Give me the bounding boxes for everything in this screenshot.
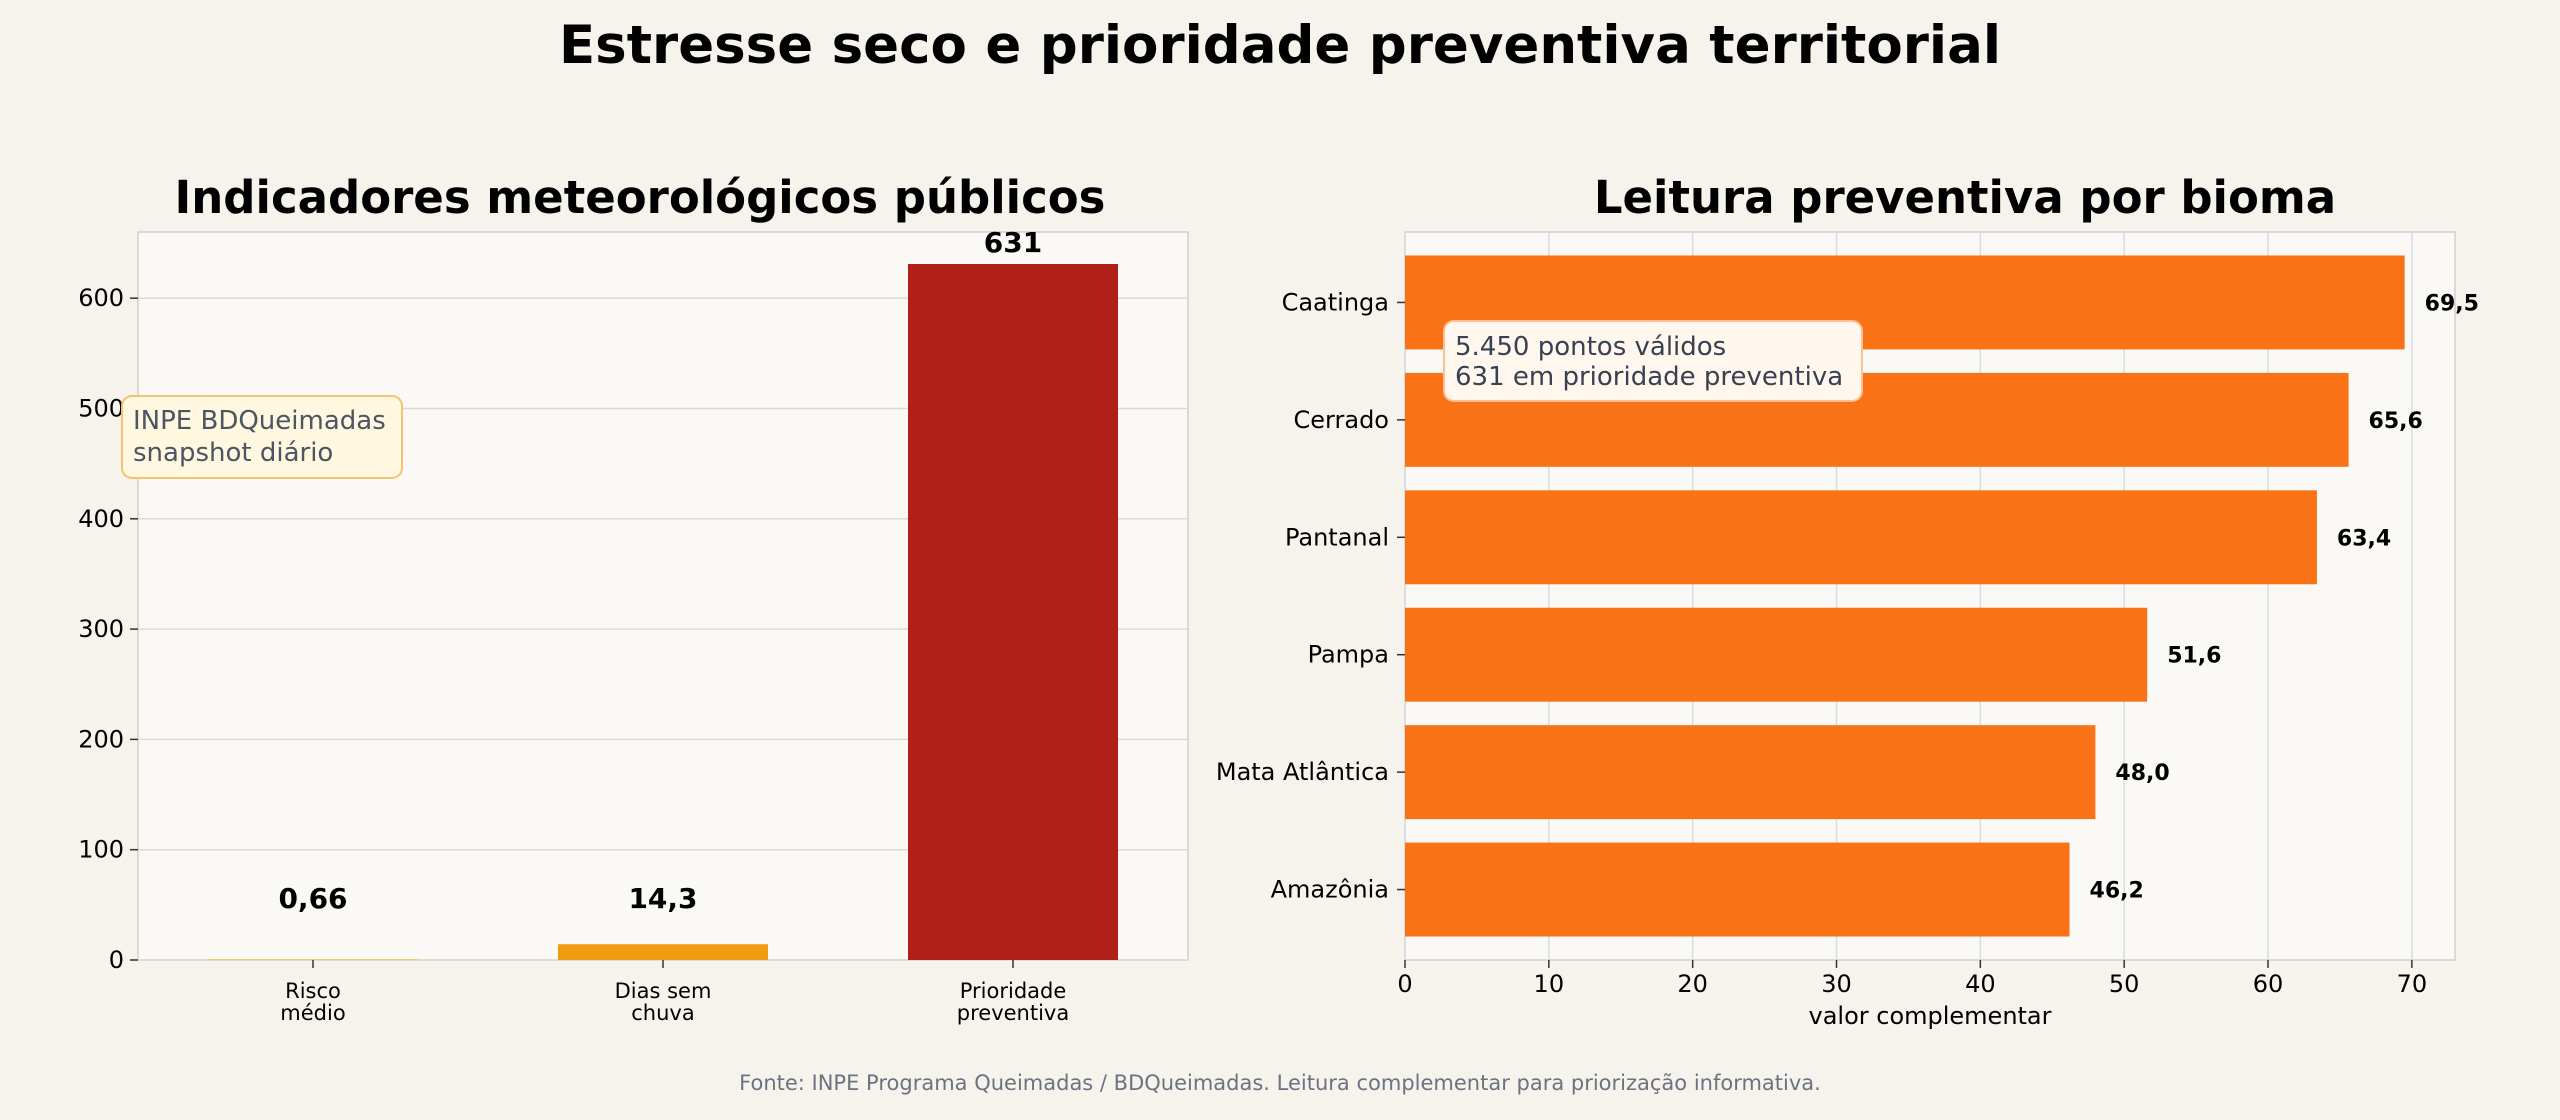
left-x-tick-label: chuva: [631, 1001, 694, 1025]
right-bar-value-label: 48,0: [2115, 761, 2169, 786]
left-bar: [558, 944, 768, 960]
right-x-axis: 0 10 20 30 40 50 60 70: [1397, 960, 2427, 998]
right-x-tick-label: 10: [1534, 970, 1565, 998]
right-bar-value-label: 63,4: [2337, 526, 2391, 551]
left-x-tick-label: Risco: [285, 979, 341, 1003]
left-y-tick-label: 300: [78, 615, 124, 643]
right-x-tick-label: 70: [2397, 970, 2428, 998]
right-bar: [1405, 607, 2148, 702]
right-x-tick-label: 60: [2253, 970, 2284, 998]
left-y-tick-label: 200: [78, 725, 124, 753]
left-chart: Indicadores meteorológicos públicos 0,66…: [78, 171, 1189, 1025]
right-y-tick-label: Caatinga: [1282, 288, 1389, 316]
right-y-tick-label: Amazônia: [1271, 876, 1389, 904]
left-x-tick-label: preventiva: [957, 1001, 1069, 1025]
right-x-tick-label: 50: [2109, 970, 2140, 998]
right-y-tick-label: Pantanal: [1285, 523, 1389, 551]
left-annotation-line-1: INPE BDQueimadas: [133, 406, 386, 436]
left-annotation-box: INPE BDQueimadas snapshot diário: [121, 395, 403, 479]
right-y-tick-label: Cerrado: [1294, 406, 1389, 434]
source-note: Fonte: INPE Programa Queimadas / BDQueim…: [739, 1071, 1821, 1095]
left-y-tick-label: 400: [78, 505, 124, 533]
right-x-tick-label: 20: [1677, 970, 1708, 998]
left-bar-value-label: 0,66: [278, 882, 347, 915]
right-bar-value-label: 51,6: [2167, 644, 2221, 669]
left-y-axis: 0 100 200 300 400 500 600: [78, 284, 138, 974]
right-bars: 69,5 65,6 63,4 51,6 48,0 46,2: [1405, 255, 2479, 937]
right-y-tick-label: Pampa: [1308, 641, 1389, 669]
left-bar-value-label: 14,3: [628, 882, 697, 915]
left-y-tick-label: 500: [78, 394, 124, 422]
right-bar: [1405, 725, 2096, 820]
right-chart: Leitura preventiva por bioma 69,5 65,6 63,…: [1216, 171, 2479, 1030]
right-annotation-box: 5.450 pontos válidos 631 em prioridade p…: [1443, 320, 1863, 402]
right-annotation-line-1: 5.450 pontos válidos: [1455, 332, 1726, 362]
right-x-tick-label: 40: [1965, 970, 1996, 998]
left-bars: 0,66 14,3 631: [208, 226, 1118, 960]
right-bar-value-label: 69,5: [2425, 291, 2479, 316]
left-bar: [908, 263, 1118, 960]
left-bar: [208, 959, 418, 960]
right-x-tick-label: 0: [1397, 970, 1412, 998]
right-y-axis: Caatinga Cerrado Pantanal Pampa Mata Atlânti…: [1216, 288, 1405, 904]
left-x-tick-label: Dias sem: [615, 979, 712, 1003]
left-x-tick-label: Prioridade: [960, 979, 1067, 1003]
left-chart-title: Indicadores meteorológicos públicos: [175, 171, 1106, 224]
right-bar: [1405, 490, 2317, 585]
left-annotation-line-2: snapshot diário: [133, 438, 333, 468]
right-annotation-frame: [1443, 320, 1863, 402]
right-x-axis-label: valor complementar: [1808, 1002, 2051, 1030]
left-y-tick-label: 0: [109, 946, 124, 974]
right-x-tick-label: 30: [1821, 970, 1852, 998]
left-x-tick-label: médio: [280, 1001, 345, 1025]
figure-title: Estresse seco e prioridade preventiva te…: [559, 15, 2001, 76]
right-bar-value-label: 46,2: [2090, 879, 2144, 904]
left-bar-value-label: 631: [984, 226, 1042, 259]
right-chart-title: Leitura preventiva por bioma: [1594, 171, 2336, 224]
right-annotation-line-2: 631 em prioridade preventiva: [1455, 362, 1843, 392]
right-y-tick-label: Mata Atlântica: [1216, 758, 1389, 786]
right-bar: [1405, 842, 2070, 937]
left-y-tick-label: 600: [78, 284, 124, 312]
right-bar-value-label: 65,6: [2369, 409, 2423, 434]
left-annotation-frame: [121, 395, 403, 479]
left-y-tick-label: 100: [78, 836, 124, 864]
